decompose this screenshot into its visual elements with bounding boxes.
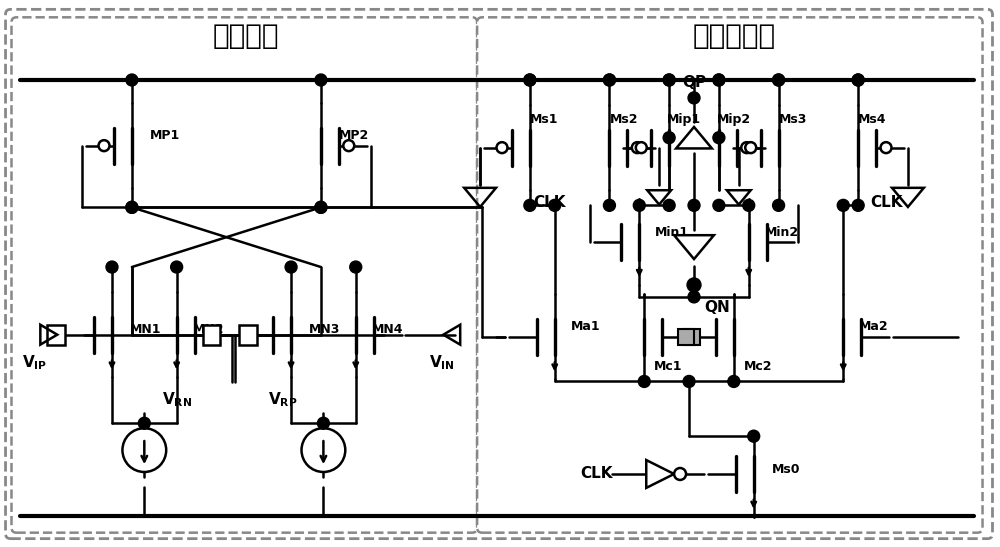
Text: $\mathbf{V_{RP}}$: $\mathbf{V_{RP}}$ [268,390,298,409]
Circle shape [603,74,615,86]
Text: MN2: MN2 [193,323,224,336]
Text: Mc1: Mc1 [654,360,683,373]
Circle shape [852,199,864,211]
FancyBboxPatch shape [6,9,992,539]
Circle shape [603,74,615,86]
Circle shape [741,142,752,153]
Circle shape [126,201,138,213]
Circle shape [748,430,760,442]
Circle shape [713,132,725,144]
Text: MP1: MP1 [150,129,180,142]
Text: $\mathbf{V_{RN}}$: $\mathbf{V_{RN}}$ [162,390,192,409]
Text: Ms3: Ms3 [779,113,807,126]
Circle shape [171,261,183,273]
Circle shape [663,132,675,144]
Circle shape [317,417,329,429]
Text: Mc2: Mc2 [744,360,772,373]
Text: 预放大器: 预放大器 [213,22,280,50]
Text: MN4: MN4 [372,323,403,336]
Circle shape [285,261,297,273]
Circle shape [497,142,507,153]
Circle shape [549,199,561,211]
Circle shape [683,375,695,387]
Text: Min2: Min2 [765,226,799,238]
Circle shape [881,142,892,153]
Circle shape [688,291,700,303]
Text: Mip1: Mip1 [667,113,701,126]
Circle shape [636,142,647,153]
Circle shape [106,261,118,273]
Circle shape [688,199,700,211]
Text: Mip2: Mip2 [717,113,751,126]
Text: Ms4: Ms4 [858,113,887,126]
Circle shape [638,375,650,387]
Circle shape [632,142,643,153]
Circle shape [745,142,756,153]
Circle shape [524,74,536,86]
Text: Ms0: Ms0 [772,463,800,475]
Circle shape [315,201,327,213]
Circle shape [633,199,645,211]
Circle shape [773,74,785,86]
FancyBboxPatch shape [477,18,983,533]
Circle shape [852,74,864,86]
Circle shape [773,74,785,86]
Circle shape [122,428,166,472]
Circle shape [315,201,327,213]
Bar [203,325,220,345]
Text: QP: QP [682,75,706,90]
Circle shape [687,278,701,292]
Text: MP2: MP2 [339,129,369,142]
Circle shape [126,74,138,86]
Text: QN: QN [704,300,730,315]
Bar [239,325,257,345]
Text: MN3: MN3 [309,323,340,336]
Bar [47,325,65,345]
Circle shape [524,199,536,211]
Circle shape [343,140,354,151]
Circle shape [99,140,109,151]
Text: $\mathbf{V_{IN}}$: $\mathbf{V_{IN}}$ [429,353,455,372]
Text: $\mathbf{V_{IP}}$: $\mathbf{V_{IP}}$ [22,353,48,372]
Circle shape [688,92,700,104]
Circle shape [773,199,785,211]
Polygon shape [646,460,674,488]
Circle shape [663,74,675,86]
Text: CLK: CLK [870,195,902,210]
FancyBboxPatch shape [11,18,477,533]
Bar [678,329,694,345]
Text: MN1: MN1 [130,323,161,336]
Circle shape [663,199,675,211]
Circle shape [674,468,686,480]
Circle shape [713,74,725,86]
Circle shape [302,428,345,472]
Circle shape [350,261,362,273]
Circle shape [126,201,138,213]
Circle shape [663,74,675,86]
Circle shape [524,74,536,86]
Circle shape [713,199,725,211]
Text: CLK: CLK [580,467,612,481]
Text: Min1: Min1 [655,226,689,238]
Text: Ma2: Ma2 [859,320,889,333]
Text: Ms2: Ms2 [609,113,638,126]
Text: 再生锁存器: 再生锁存器 [692,22,775,50]
Text: Ma1: Ma1 [571,320,600,333]
Circle shape [743,199,755,211]
Circle shape [852,74,864,86]
Circle shape [315,74,327,86]
Circle shape [728,375,740,387]
Circle shape [138,417,150,429]
Circle shape [837,199,849,211]
Circle shape [713,74,725,86]
Text: Ms1: Ms1 [530,113,558,126]
Text: CLK: CLK [533,195,566,210]
Bar [684,329,700,345]
Circle shape [603,199,615,211]
